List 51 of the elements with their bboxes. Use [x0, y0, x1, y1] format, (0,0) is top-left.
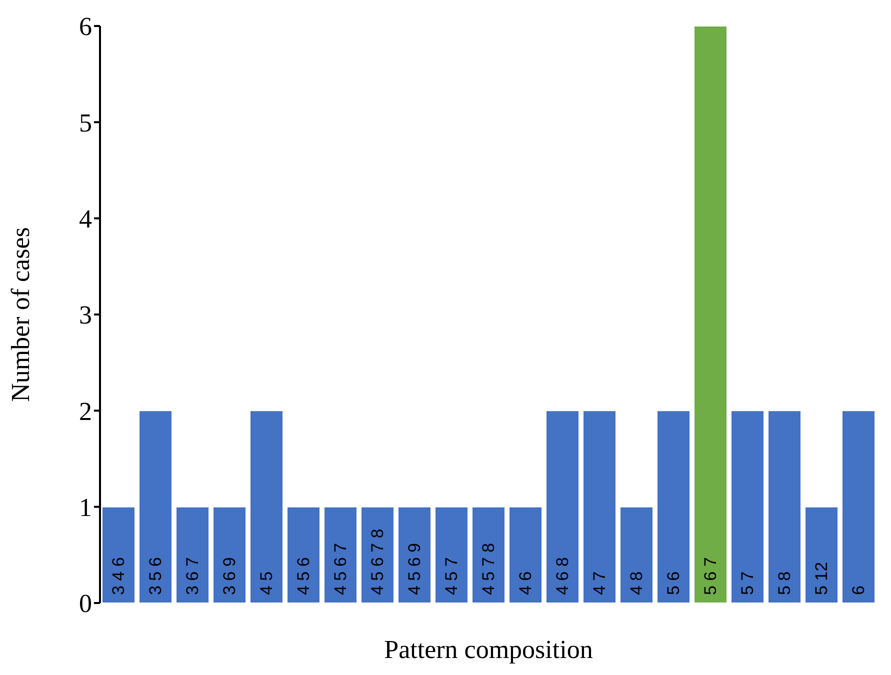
y-tick-label: 1	[79, 493, 92, 522]
bar	[286, 506, 320, 603]
x-tick-label: 4 5 7 8	[479, 543, 498, 595]
bar	[324, 506, 358, 603]
y-tick-label: 3	[79, 300, 92, 330]
y-tick-label: 4	[79, 204, 92, 234]
bar	[360, 506, 394, 603]
bar	[250, 410, 284, 603]
x-tick-label: 5 8	[775, 571, 794, 595]
bar	[508, 506, 542, 603]
bar	[656, 410, 690, 603]
y-tick-label: 0	[79, 589, 92, 618]
x-tick-label: 3 6 9	[220, 557, 239, 595]
x-tick-label: 4 5 6	[294, 557, 313, 595]
y-tick-label: 2	[79, 396, 92, 426]
bar	[804, 506, 838, 603]
bar	[620, 506, 654, 603]
x-tick-label: 4 5 6 7 8	[368, 528, 387, 595]
x-tick-label: 4 5	[257, 571, 276, 595]
x-tick-label: 5 12	[812, 562, 831, 595]
bar	[102, 506, 136, 603]
bar	[212, 506, 246, 603]
x-tick-label: 3 6 7	[183, 557, 202, 595]
x-tick-label: 3 4 6	[109, 557, 128, 595]
x-tick-label: 4 7	[590, 571, 609, 595]
y-tick-label: 5	[79, 108, 92, 138]
bar	[730, 410, 764, 603]
bar	[582, 410, 616, 603]
x-tick-label: 4 8	[627, 571, 646, 595]
bar	[768, 410, 802, 603]
x-tick-label: 4 6 8	[553, 557, 572, 595]
x-tick-label: 4 5 6 7	[331, 543, 350, 595]
bar	[138, 410, 172, 603]
y-tick-label: 6	[79, 12, 92, 42]
bar	[694, 26, 728, 603]
x-tick-label: 5 6	[664, 571, 683, 595]
x-tick-label: 3 5 6	[146, 557, 165, 595]
x-axis-title: Pattern composition	[384, 635, 593, 664]
x-tick-label: 4 5 6 9	[405, 543, 424, 595]
x-tick-label: 4 6	[516, 571, 535, 595]
x-tick-label: 6	[849, 586, 868, 595]
bar	[842, 410, 876, 603]
bar	[434, 506, 468, 603]
x-tick-label: 5 6 7	[701, 557, 720, 595]
bar	[176, 506, 210, 603]
y-axis-title: Number of cases	[6, 227, 36, 402]
x-tick-label: 5 7	[738, 571, 757, 595]
x-tick-label: 4 5 7	[442, 557, 461, 595]
bar	[546, 410, 580, 603]
bar	[398, 506, 432, 603]
bar	[472, 506, 506, 603]
